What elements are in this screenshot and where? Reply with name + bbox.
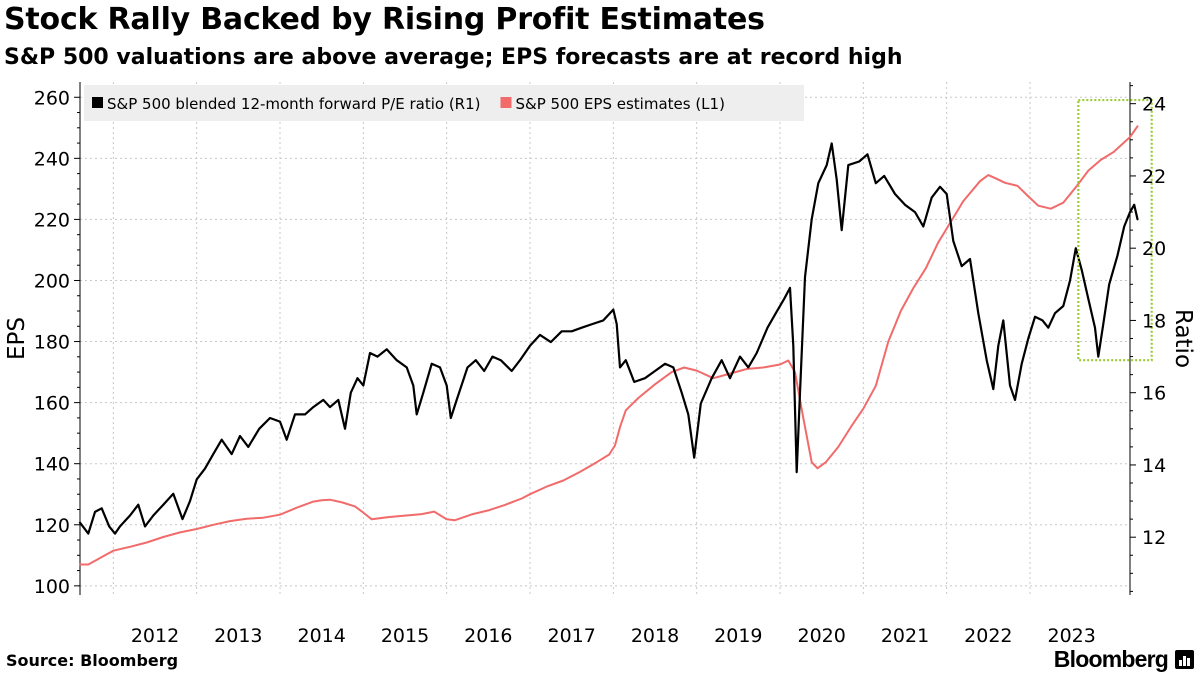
x-tick-label: 2013 <box>214 625 262 647</box>
x-tick-label: 2018 <box>631 625 679 647</box>
tick-label-group: 1001201401601802002202402601214161820222… <box>4 87 1196 647</box>
x-tick-label: 2023 <box>1047 625 1095 647</box>
left-tick-label: 160 <box>34 393 70 415</box>
source-note: Source: Bloomberg <box>6 651 179 670</box>
legend-background <box>84 85 804 121</box>
right-tick-label: 20 <box>1142 238 1166 260</box>
left-axis-title: EPS <box>4 317 30 360</box>
right-tick-label: 12 <box>1142 527 1166 549</box>
pe-ratio-line <box>78 142 1139 535</box>
left-tick-label: 200 <box>34 270 70 292</box>
left-tick-label: 120 <box>34 515 70 537</box>
legend-label: S&P 500 EPS estimates (L1) <box>516 95 725 113</box>
x-tick-label: 2012 <box>131 625 179 647</box>
x-tick-label: 2017 <box>547 625 595 647</box>
left-tick-label: 240 <box>34 148 70 170</box>
eps-estimates-line <box>79 125 1139 566</box>
right-axis-title: Ratio <box>1170 309 1196 368</box>
x-tick-label: 2021 <box>881 625 929 647</box>
right-tick-label: 22 <box>1142 166 1166 188</box>
x-tick-label: 2016 <box>464 625 512 647</box>
chart-legend: S&P 500 blended 12-month forward P/E rat… <box>84 85 804 121</box>
x-tick-label: 2019 <box>714 625 762 647</box>
right-tick-label: 18 <box>1142 310 1166 332</box>
bloomberg-logo: Bloomberg <box>1053 646 1169 672</box>
legend-label: S&P 500 blended 12-month forward P/E rat… <box>107 95 481 113</box>
x-tick-label: 2015 <box>381 625 429 647</box>
left-tick-label: 260 <box>34 87 70 109</box>
page-title: Stock Rally Backed by Rising Profit Esti… <box>4 2 765 37</box>
right-tick-label: 14 <box>1142 455 1166 477</box>
bloomberg-bars-icon <box>1175 650 1194 669</box>
right-tick-label: 16 <box>1142 383 1166 405</box>
left-tick-label: 140 <box>34 454 70 476</box>
left-tick-label: 180 <box>34 332 70 354</box>
x-tick-label: 2020 <box>797 625 845 647</box>
page-subtitle: S&P 500 valuations are above average; EP… <box>4 45 903 70</box>
left-tick-label: 220 <box>34 209 70 231</box>
left-tick-label: 100 <box>34 576 70 598</box>
chart-grid <box>80 82 1130 595</box>
right-tick-label: 24 <box>1142 94 1166 116</box>
annotation-group <box>1077 98 1153 362</box>
legend-swatch <box>500 97 512 108</box>
highlight-box <box>1077 98 1153 362</box>
chart-axes <box>74 82 1136 595</box>
x-tick-label: 2014 <box>297 625 345 647</box>
eps-series-group <box>79 125 1139 566</box>
x-tick-label: 2022 <box>964 625 1012 647</box>
legend-swatch <box>92 97 103 108</box>
pe-series-group <box>78 142 1139 535</box>
